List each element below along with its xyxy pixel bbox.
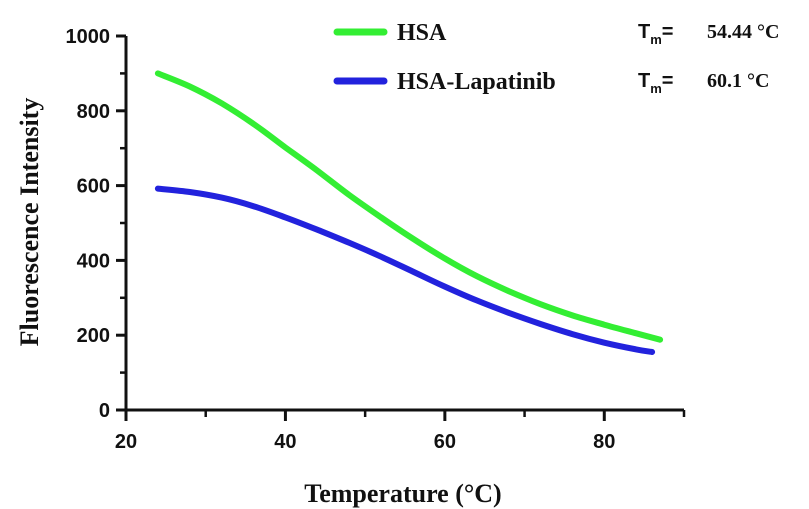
- tm-annotation-hsa-lapatinib: Tm=: [638, 70, 673, 96]
- y-tick-label: 400: [77, 250, 110, 272]
- axes: 0 200 400 600 800 1000 20 40 60 80: [66, 26, 686, 453]
- x-axis-title: Temperature (°C): [304, 479, 501, 508]
- y-tick-label: 600: [77, 176, 110, 198]
- tm-equals: =: [662, 70, 674, 92]
- x-tick-label: 60: [434, 431, 456, 453]
- tm-subscript: m: [650, 32, 662, 47]
- y-tick-label: 1000: [66, 26, 111, 48]
- x-tick-label: 80: [593, 431, 615, 453]
- legend-label-hsa-lapatinib: HSA-Lapatinib: [397, 69, 556, 95]
- series-line-hsa: [154, 70, 664, 343]
- series-line-hsa-lapatinib: [154, 185, 656, 355]
- x-tick-label: 20: [115, 431, 137, 453]
- y-tick-label: 0: [99, 400, 110, 422]
- tm-symbol: T: [638, 70, 650, 92]
- tm-subscript: m: [650, 81, 662, 96]
- tm-equals: =: [662, 21, 674, 43]
- y-tick-label: 200: [77, 325, 110, 347]
- y-tick-label: 800: [77, 101, 110, 123]
- tm-value-hsa-lapatinib: 60.1 °C: [707, 70, 769, 92]
- tm-value-hsa: 54.44 °C: [707, 21, 779, 43]
- tm-symbol: T: [638, 21, 650, 43]
- legend-label-hsa: HSA: [397, 20, 447, 46]
- tm-annotation-hsa: Tm=: [638, 21, 673, 47]
- x-tick-label: 40: [274, 431, 296, 453]
- y-axis-title: Fluorescence Intensity: [15, 98, 44, 347]
- series-layer: [154, 70, 664, 355]
